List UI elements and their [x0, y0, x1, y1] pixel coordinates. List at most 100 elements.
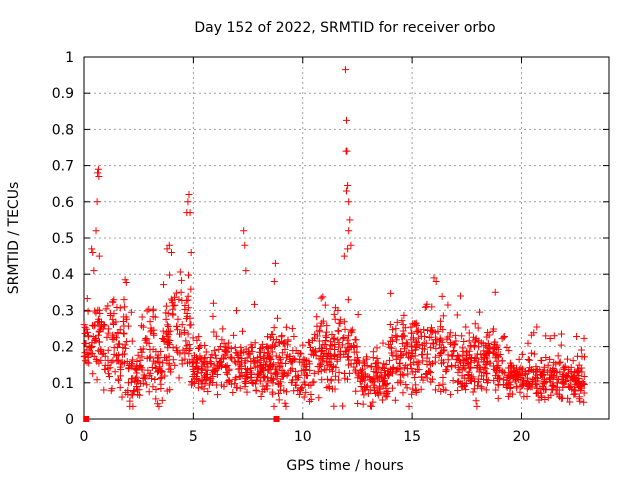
data-point [402, 381, 410, 389]
data-point [373, 354, 381, 362]
data-point [420, 326, 428, 334]
data-point [101, 322, 109, 330]
data-point [354, 354, 362, 362]
data-point [467, 343, 475, 351]
data-point [516, 388, 524, 396]
data-point [194, 384, 202, 392]
data-point [252, 387, 260, 395]
data-point [146, 318, 154, 326]
data-point [317, 322, 325, 330]
data-point [269, 330, 277, 338]
data-point [335, 327, 343, 335]
data-point [527, 349, 535, 357]
data-point [112, 318, 120, 326]
data-point [128, 356, 136, 364]
data-point [89, 248, 97, 256]
data-point [322, 337, 330, 345]
data-point [139, 374, 147, 382]
data-point [559, 377, 567, 385]
data-point [523, 385, 531, 393]
data-point [317, 294, 325, 302]
data-point [392, 332, 400, 340]
data-point [346, 216, 354, 224]
data-point [237, 362, 245, 370]
data-point [232, 307, 240, 315]
data-point [275, 389, 283, 397]
data-point [500, 333, 508, 341]
data-point [530, 350, 538, 358]
data-point [518, 382, 526, 390]
data-point [511, 367, 519, 375]
data-point [315, 355, 323, 363]
data-point [430, 340, 438, 348]
data-point [439, 326, 447, 334]
data-point [330, 402, 338, 410]
data-point [417, 385, 425, 393]
data-point [540, 363, 548, 371]
x-tick-label: 0 [80, 429, 89, 445]
data-point [205, 381, 213, 389]
data-point [91, 307, 99, 315]
data-point [386, 320, 394, 328]
data-point [95, 252, 103, 260]
data-point [399, 327, 407, 335]
data-point [203, 359, 211, 367]
data-point [549, 373, 557, 381]
data-point [133, 373, 141, 381]
data-point [267, 356, 275, 364]
data-point [427, 369, 435, 377]
data-point [340, 370, 348, 378]
data-point [549, 365, 557, 373]
data-point [235, 353, 243, 361]
data-point [574, 368, 582, 376]
data-point [454, 378, 462, 386]
data-point [292, 381, 300, 389]
data-point [408, 390, 416, 398]
data-point [352, 336, 360, 344]
data-point [399, 321, 407, 329]
data-point [454, 368, 462, 376]
data-point [104, 329, 112, 337]
data-point [175, 374, 183, 382]
data-point [289, 376, 297, 384]
data-point [163, 245, 171, 253]
data-point [197, 377, 205, 385]
data-point [173, 323, 181, 331]
data-point [371, 390, 379, 398]
data-point [432, 386, 440, 394]
data-point [391, 396, 399, 404]
data-point [491, 344, 499, 352]
data-point [462, 323, 470, 331]
data-point [294, 372, 302, 380]
data-point [571, 390, 579, 398]
data-point [184, 330, 192, 338]
data-point [358, 365, 366, 373]
data-point [310, 378, 318, 386]
data-point [104, 346, 112, 354]
data-point [206, 358, 214, 366]
data-point [198, 366, 206, 374]
data-point [188, 377, 196, 385]
data-point [421, 333, 429, 341]
data-point [473, 402, 481, 410]
data-point [392, 325, 400, 333]
data-point [174, 315, 182, 323]
data-point [452, 356, 460, 364]
data-point [187, 285, 195, 293]
data-point [554, 352, 562, 360]
data-point [352, 387, 360, 395]
data-point [128, 374, 136, 382]
data-point [518, 350, 526, 358]
data-point [331, 304, 339, 312]
data-point [193, 336, 201, 344]
data-point [153, 354, 161, 362]
data-point [297, 367, 305, 375]
data-point [315, 337, 323, 345]
data-point [271, 342, 279, 350]
data-point [82, 340, 90, 348]
data-point [568, 385, 576, 393]
data-point [269, 390, 277, 398]
data-point [178, 276, 186, 284]
data-point [215, 346, 223, 354]
data-point [335, 339, 343, 347]
